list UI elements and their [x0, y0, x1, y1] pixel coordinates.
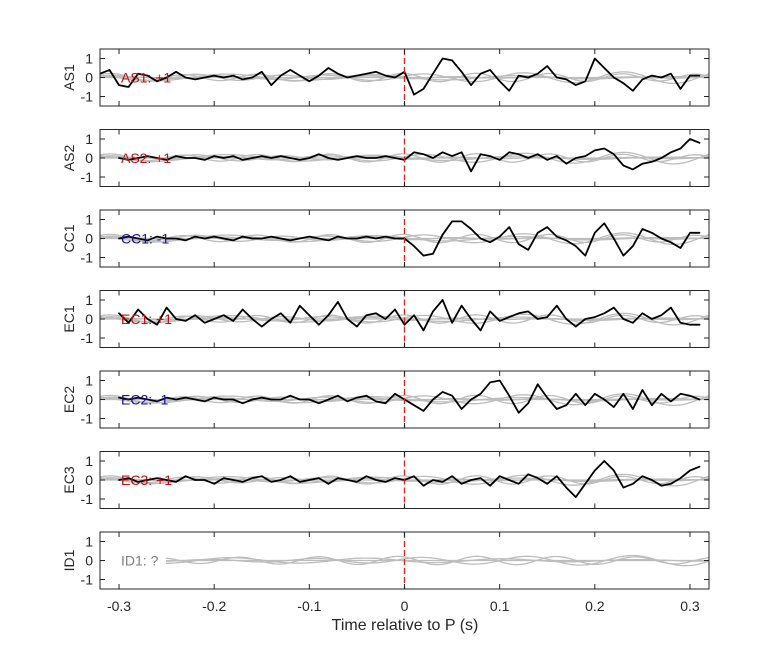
waveform-trace	[118, 460, 701, 499]
y-tick-label: 1	[85, 51, 93, 67]
trace-group	[118, 299, 701, 332]
y-tick-label: 1	[85, 373, 93, 389]
panel-annotation: EC1: +1	[121, 311, 172, 327]
trace-group	[100, 57, 701, 96]
y-tick-label: 1	[85, 131, 93, 147]
y-tick-label: 1	[85, 453, 93, 469]
y-tick-label: -1	[81, 169, 94, 185]
waveform-trace	[118, 138, 701, 173]
waveform-trace	[118, 299, 701, 332]
trace-group	[118, 460, 701, 499]
x-tick-label: 0.3	[680, 598, 700, 614]
panel-annotation: ID1: ?	[121, 553, 159, 569]
x-tick-label: -0.2	[202, 598, 226, 614]
x-tick-label: 0	[401, 598, 409, 614]
y-tick-label: -1	[81, 411, 94, 427]
waveform-trace	[100, 57, 701, 96]
y-tick-label: 0	[85, 231, 93, 247]
x-tick-label: 0.1	[490, 598, 510, 614]
y-tick-label: -1	[81, 89, 94, 105]
y-axis-label: EC2	[61, 386, 77, 413]
x-tick-label: -0.1	[297, 598, 321, 614]
y-axis-label: EC3	[61, 466, 77, 493]
panel-annotation: EC2: -1	[121, 392, 169, 408]
y-tick-label: -1	[81, 491, 94, 507]
y-axis-label: AS2	[61, 145, 77, 172]
y-tick-label: 0	[85, 311, 93, 327]
y-tick-label: 0	[85, 392, 93, 408]
y-tick-label: 0	[85, 150, 93, 166]
y-tick-label: 0	[85, 553, 93, 569]
waveform-trace	[118, 379, 701, 414]
y-tick-label: 1	[85, 212, 93, 228]
background-traces	[165, 554, 709, 567]
waveform-trace	[118, 220, 701, 257]
y-tick-label: -1	[81, 330, 94, 346]
trace-group	[118, 220, 701, 257]
panel-annotation: AS1: +1	[121, 70, 171, 86]
y-tick-label: 0	[85, 70, 93, 86]
trace-group	[118, 379, 701, 414]
x-tick-label: 0.2	[585, 598, 605, 614]
x-axis-label: Time relative to P (s)	[332, 617, 479, 634]
y-tick-label: 1	[85, 534, 93, 550]
y-tick-label: -1	[81, 572, 94, 588]
background-trace	[165, 554, 709, 567]
x-tick-label: -0.3	[107, 598, 131, 614]
y-axis-label: AS1	[61, 64, 77, 91]
y-tick-label: 0	[85, 472, 93, 488]
y-axis-label: CC1	[61, 224, 77, 252]
panel-annotation: CC1: -1	[121, 231, 169, 247]
y-axis-label: ID1	[61, 549, 77, 571]
y-axis-label: EC1	[61, 305, 77, 332]
trace-group	[118, 138, 701, 173]
y-tick-label: 1	[85, 292, 93, 308]
y-tick-label: -1	[81, 250, 94, 266]
panel-annotation: AS2: +1	[121, 150, 171, 166]
panel-annotation: EC3: +1	[121, 472, 172, 488]
